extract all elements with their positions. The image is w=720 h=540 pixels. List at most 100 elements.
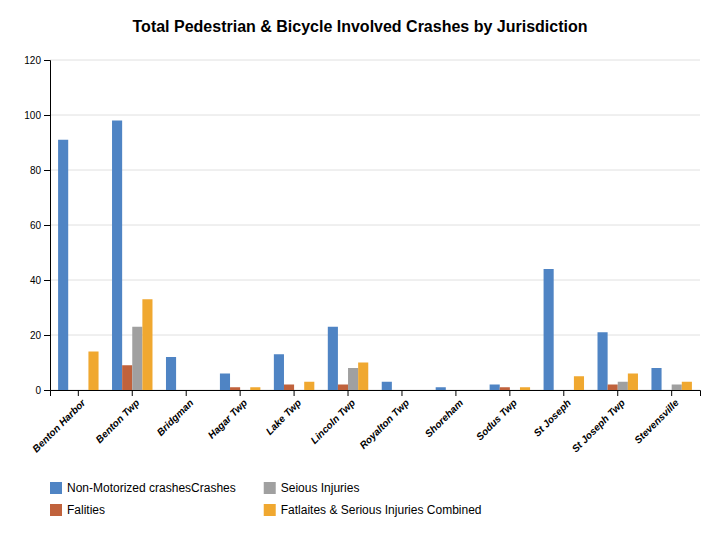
legend-swatch	[264, 504, 276, 516]
bar	[68, 390, 78, 391]
bar	[88, 352, 98, 391]
bar	[230, 387, 240, 390]
bar	[500, 387, 510, 390]
tick: 40	[30, 275, 50, 286]
tick-label: 40	[30, 275, 42, 286]
tick-mark	[44, 280, 50, 281]
bar	[436, 387, 446, 390]
bar	[304, 382, 314, 390]
bar	[651, 368, 661, 390]
legend-label: Fatlaites & Serious Injuries Combined	[281, 503, 482, 517]
bar	[274, 354, 284, 390]
legend: Non-Motorized crashesCrashesFalitiesSeio…	[50, 481, 482, 517]
bar	[412, 390, 422, 391]
bar-series	[88, 299, 691, 390]
bar	[338, 385, 348, 391]
tick: 60	[30, 220, 50, 231]
bar	[672, 385, 682, 391]
tick-label: Hagar Twp	[206, 397, 250, 441]
chart: Total Pedestrian & Bicycle Involved Cras…	[0, 0, 720, 540]
tick: Benton Twp	[93, 390, 141, 445]
tick-label: Stevensville	[632, 397, 681, 446]
tick-mark	[563, 390, 564, 396]
tick-label: 80	[30, 165, 42, 176]
bar	[402, 390, 412, 391]
legend-swatch	[50, 482, 62, 494]
tick-mark	[671, 390, 672, 396]
bar	[574, 376, 584, 390]
bar	[142, 299, 152, 390]
tick: St Joseph Twp	[570, 390, 627, 454]
bar-series	[132, 327, 682, 390]
tick: 120	[24, 55, 50, 66]
title: Total Pedestrian & Bicycle Involved Cras…	[133, 18, 588, 35]
bar	[132, 327, 142, 390]
y-axis: 0 20 40 60 80 100 120	[24, 55, 50, 396]
grid-line	[50, 280, 700, 281]
tick-mark	[401, 390, 402, 396]
bar	[628, 374, 638, 391]
bar	[392, 390, 402, 391]
x-axis: Benton HarborBenton TwpBridgmanHagar Twp…	[30, 390, 700, 454]
legend-item: Non-Motorized crashesCrashes	[50, 481, 236, 495]
bar	[598, 332, 608, 390]
bar	[122, 365, 132, 390]
tick-mark	[44, 170, 50, 171]
bar	[618, 382, 628, 390]
bar-series	[122, 365, 618, 390]
tick-label: Lake Twp	[264, 397, 304, 437]
legend-label: Non-Motorized crashesCrashes	[67, 481, 236, 495]
legend-item: Falities	[50, 503, 105, 517]
bar	[446, 390, 456, 391]
bar	[382, 382, 392, 390]
plot: 0 20 40 60 80 100 120 Benton HarborBenton TwpBr…	[24, 55, 700, 455]
bar	[358, 363, 368, 391]
tick-label: 0	[35, 385, 41, 396]
bar	[112, 121, 122, 391]
tick-label: 20	[30, 330, 42, 341]
bar	[240, 390, 250, 391]
tick-mark	[44, 115, 50, 116]
bars	[58, 121, 692, 391]
bar	[166, 357, 176, 390]
legend-swatch	[50, 504, 62, 516]
tick: Lincoln Twp	[308, 390, 357, 446]
tick-label: Shoreham	[423, 397, 465, 439]
tick-mark	[509, 390, 510, 396]
grid-line	[50, 170, 700, 171]
bar	[78, 390, 88, 391]
tick-mark	[348, 390, 349, 396]
tick: Sodus Twp	[474, 390, 519, 442]
tick-label: 100	[24, 110, 41, 121]
tick: Hagar Twp	[206, 390, 250, 441]
bar	[284, 385, 294, 391]
bar	[466, 390, 476, 391]
tick-mark	[44, 390, 50, 391]
bar	[456, 390, 466, 391]
tick-mark	[617, 390, 618, 396]
axis-line	[51, 391, 701, 397]
tick-mark	[44, 60, 50, 61]
bar	[682, 382, 692, 390]
bar	[58, 140, 68, 390]
tick: Royalton Twp	[357, 390, 411, 451]
tick-mark	[78, 390, 79, 396]
legend-item: Fatlaites & Serious Injuries Combined	[264, 503, 482, 517]
tick: 80	[30, 165, 50, 176]
tick-label: 120	[24, 55, 41, 66]
tick: Lake Twp	[264, 390, 304, 437]
bar	[608, 385, 618, 391]
bar-series	[58, 121, 661, 391]
tick-label: 60	[30, 220, 42, 231]
tick-label: Benton Harbor	[30, 396, 88, 454]
bar	[176, 390, 186, 391]
grid-line	[50, 60, 700, 61]
tick-mark	[186, 390, 187, 396]
grid	[50, 60, 700, 390]
tick: 100	[24, 110, 50, 121]
legend-swatch	[264, 482, 276, 494]
tick: Benton Harbor	[30, 390, 88, 454]
bar	[544, 269, 554, 390]
tick-label: Royalton Twp	[357, 397, 411, 451]
tick-mark	[240, 390, 241, 396]
